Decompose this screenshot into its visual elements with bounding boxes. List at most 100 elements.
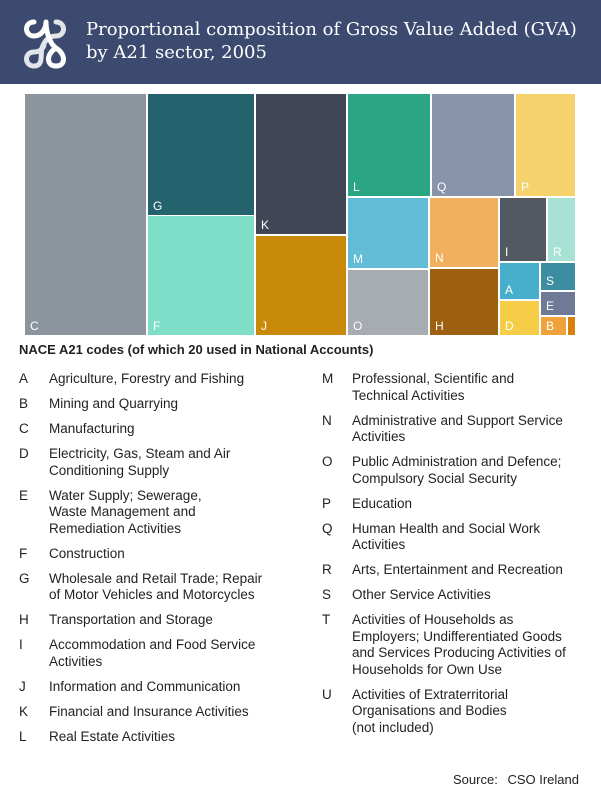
legend-description-line: Compulsory Social Security xyxy=(352,470,518,486)
legend-description-line: of Motor Vehicles and Motorcycles xyxy=(49,587,255,602)
legend-item-a: A Agriculture, Forestry and Fishing xyxy=(19,371,289,388)
legend-description: Mining and Quarrying xyxy=(49,396,289,413)
treemap-tile-p xyxy=(516,94,575,196)
legend-code: D xyxy=(19,446,29,461)
legend-description-line: Agriculture, Forestry and Fishing xyxy=(49,371,245,386)
legend-code: F xyxy=(19,545,28,561)
legend-description-line: Transportation and Storage xyxy=(49,612,213,627)
legend-heading: NACE A21 codes (of which 20 used in Nati… xyxy=(19,342,374,357)
legend-item-f: F Construction xyxy=(19,546,289,563)
legend-description-line: Employers; Undifferentiated Goods xyxy=(352,628,562,644)
legend-code: T xyxy=(322,612,331,627)
legend-code: S xyxy=(322,587,332,602)
legend-code: E xyxy=(19,487,29,503)
treemap-tile-c xyxy=(25,94,146,335)
legend-description: Arts, Entertainment and Recreation xyxy=(352,562,592,579)
legend-code: A xyxy=(19,371,29,386)
legend-code: G xyxy=(19,570,30,586)
legend-code: O xyxy=(322,454,333,469)
legend-description-line: Activities of Extraterritorial xyxy=(352,686,509,702)
legend-code: P xyxy=(322,495,332,511)
legend-description-line: Electricity, Gas, Steam and Air xyxy=(49,446,231,461)
treemap-label-s: S xyxy=(546,274,554,288)
legend-item-i: I Accommodation and Food Service Activitie… xyxy=(19,637,289,670)
legend-description-line: Other Service Activities xyxy=(352,587,491,602)
treemap-label-b: B xyxy=(546,319,554,333)
legend-description: Manufacturing xyxy=(49,421,289,438)
legend-description: Professional, Scientific and Technical Ac… xyxy=(352,371,592,404)
legend-code: Q xyxy=(322,520,333,536)
treemap-tile-h xyxy=(430,269,498,335)
legend-description-line: Wholesale and Retail Trade; Repair xyxy=(49,570,263,586)
legend-description-line: Technical Activities xyxy=(352,387,465,403)
legend-item-t: T Activities of Households as Employers; U… xyxy=(322,612,592,678)
legend-item-p: P Education xyxy=(322,496,592,513)
treemap-label-a: A xyxy=(505,283,513,297)
legend-item-h: H Transportation and Storage xyxy=(19,612,289,629)
treemap-label-f: F xyxy=(153,319,160,333)
legend-item-q: Q Human Health and Social Work Activities xyxy=(322,521,592,554)
legend-description: Information and Communication xyxy=(49,679,289,696)
legend-column-left: A Agriculture, Forestry and Fishing B Minin… xyxy=(19,371,289,754)
legend-description: Activities of Extraterritorial Organisati… xyxy=(352,687,592,737)
legend-description-line: Manufacturing xyxy=(49,421,135,436)
treemap-tile-f xyxy=(148,216,254,335)
legend-description-line: Education xyxy=(352,495,413,511)
legend-description-line: Activities of Households as xyxy=(352,612,514,627)
chart-title: Proportional composition of Gross Value … xyxy=(86,18,586,64)
legend-description: Financial and Insurance Activities xyxy=(49,704,289,721)
legend-description: Water Supply; Sewerage, Waste Management … xyxy=(49,488,289,538)
legend-item-c: C Manufacturing xyxy=(19,421,289,438)
legend-item-n: N Administrative and Support Service Activ… xyxy=(322,413,592,446)
legend-code: J xyxy=(19,678,26,694)
treemap-tile-j xyxy=(256,236,346,335)
treemap-label-o: O xyxy=(353,319,362,333)
treemap-label-n: N xyxy=(435,251,444,265)
cso-logo-icon xyxy=(24,19,66,69)
legend-description-line: Remediation Activities xyxy=(49,520,182,536)
legend-description-line: Public Administration and Defence; xyxy=(352,454,562,469)
legend-code: U xyxy=(322,686,332,702)
legend-description-line: Waste Management and xyxy=(49,504,196,519)
legend-code: M xyxy=(322,371,334,386)
legend-description: Accommodation and Food Service Activities xyxy=(49,637,289,670)
legend-description-line: Human Health and Social Work xyxy=(352,520,541,536)
treemap-tile-q xyxy=(432,94,514,196)
treemap-tile-e xyxy=(541,292,575,315)
treemap-label-c: C xyxy=(30,319,39,333)
treemap-tile-o xyxy=(348,270,428,335)
legend-description: Education xyxy=(352,496,592,513)
legend-item-r: R Arts, Entertainment and Recreation xyxy=(322,562,592,579)
legend-item-b: B Mining and Quarrying xyxy=(19,396,289,413)
legend-item-k: K Financial and Insurance Activities xyxy=(19,704,289,721)
legend-description-line: Construction xyxy=(49,545,125,561)
treemap-label-p: P xyxy=(521,180,529,194)
legend-code: C xyxy=(19,421,29,436)
source-note: Source: CSO Ireland xyxy=(447,772,579,787)
legend-code: I xyxy=(19,637,23,652)
treemap-chart: C G F K J L M O Q P N H I R A D SEB xyxy=(25,94,575,335)
legend-description: Human Health and Social Work Activities xyxy=(352,521,592,554)
treemap-tile-k xyxy=(256,94,346,234)
treemap-tile-r xyxy=(548,198,575,261)
legend-item-d: D Electricity, Gas, Steam and Air Conditio… xyxy=(19,446,289,479)
treemap-label-r: R xyxy=(553,245,562,259)
legend-item-u: U Activities of Extraterritorial Organisat… xyxy=(322,687,592,737)
source-value: CSO Ireland xyxy=(507,772,579,787)
legend-code: R xyxy=(322,562,332,577)
title-line-1: Proportional composition of Gross Value … xyxy=(86,19,577,40)
legend-description: Administrative and Support Service Activi… xyxy=(352,413,592,446)
treemap-label-k: K xyxy=(261,218,269,232)
treemap-label-e: E xyxy=(546,299,554,313)
legend-description: Agriculture, Forestry and Fishing xyxy=(49,371,289,388)
treemap-tile-b xyxy=(541,317,566,335)
legend-item-s: S Other Service Activities xyxy=(322,587,592,604)
treemap-tile-g xyxy=(148,94,254,215)
treemap-tile-a xyxy=(500,263,539,299)
treemap-tile-l xyxy=(348,94,430,196)
legend-item-j: J Information and Communication xyxy=(19,679,289,696)
legend-description-line: Real Estate Activities xyxy=(49,728,176,744)
treemap-label-h: H xyxy=(435,319,444,333)
treemap-tile-n xyxy=(430,198,498,267)
legend-description: Activities of Households as Employers; Un… xyxy=(352,612,592,678)
